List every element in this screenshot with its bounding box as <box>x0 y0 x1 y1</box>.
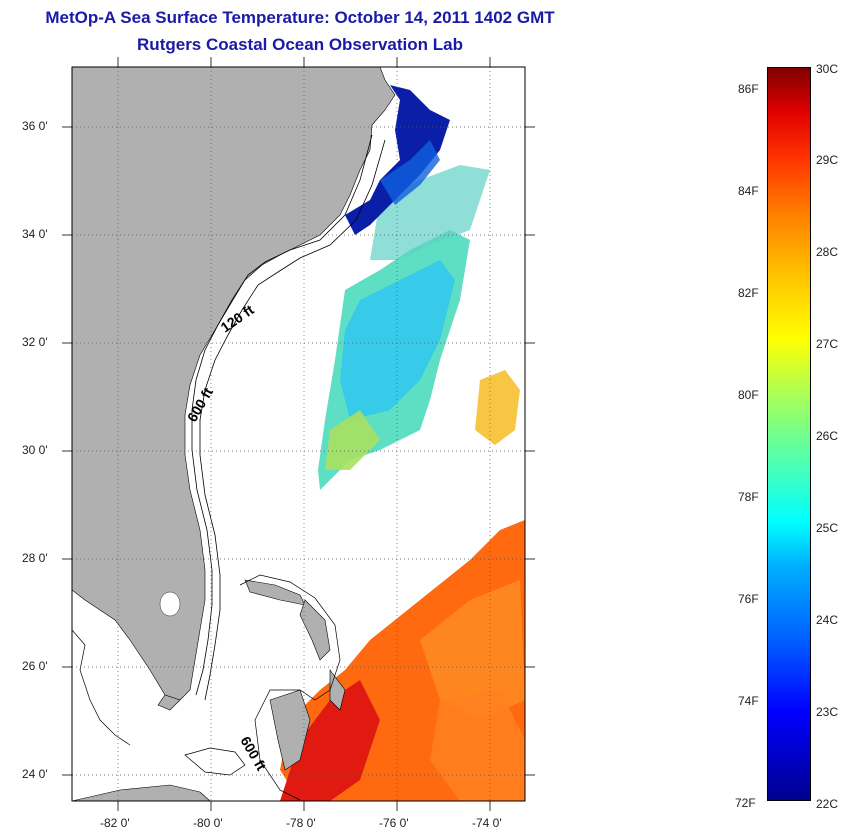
contour-120ft <box>191 134 373 696</box>
sst-warm-south-orange <box>420 580 525 720</box>
sst-cold-nc-shelf <box>345 85 450 235</box>
map-tick-marks <box>62 57 535 811</box>
colorbar-c-label: 27C <box>816 337 839 351</box>
colorbar-c-label: 29C <box>816 153 839 167</box>
colorbar-f-label: 72F <box>735 796 756 810</box>
colorbar-c-label: 24C <box>816 613 839 627</box>
colorbar-f-label: 76F <box>738 592 759 606</box>
sst-colorbar <box>767 67 811 801</box>
colorbar-f-label: 74F <box>738 694 759 708</box>
lon-label: -76 0' <box>379 816 409 830</box>
map-title: MetOp-A Sea Surface Temperature: October… <box>45 8 555 27</box>
lon-label: -80 0' <box>193 816 223 830</box>
colorbar-c-label: 26C <box>816 429 839 443</box>
colorbar-f-label: 84F <box>738 184 759 198</box>
land-bahamas-abaco <box>299 599 331 661</box>
colorbar-c-label: 23C <box>816 705 839 719</box>
lon-label: -78 0' <box>286 816 316 830</box>
colorbar-f-label: 86F <box>738 82 759 96</box>
sst-warm-south-red <box>280 680 380 801</box>
lake-okeechobee <box>159 591 181 617</box>
sst-warm-mid-orange <box>430 690 525 801</box>
contour-600ft <box>199 139 386 701</box>
sst-swath-central-cyan <box>340 260 455 420</box>
contour-bahamas-banks <box>239 574 341 801</box>
lat-label: 36 0' <box>22 119 48 133</box>
lon-label: -82 0' <box>100 816 130 830</box>
sst-north-band <box>370 165 490 260</box>
contour-florida-west <box>71 629 131 746</box>
map-subtitle: Rutgers Coastal Ocean Observation Lab <box>137 35 463 54</box>
sst-cold-nc-edge <box>380 140 440 205</box>
land-florida-tip <box>157 694 181 711</box>
colorbar-c-label: 30C <box>816 62 839 76</box>
colorbar-f-label: 80F <box>738 388 759 402</box>
contour-cuba-north <box>184 747 246 776</box>
colorbar-c-label: 28C <box>816 245 839 259</box>
land-southeast-us <box>71 66 396 701</box>
lat-label: 30 0' <box>22 443 48 457</box>
lat-label: 32 0' <box>22 335 48 349</box>
lon-label: -74 0' <box>472 816 502 830</box>
lat-label: 24 0' <box>22 767 48 781</box>
sst-swath-green-patches <box>325 410 380 470</box>
colorbar-c-label: 25C <box>816 521 839 535</box>
map-frame <box>71 66 526 802</box>
colorbar-f-label: 82F <box>738 286 759 300</box>
lat-label: 28 0' <box>22 551 48 565</box>
lat-label: 34 0' <box>22 227 48 241</box>
colorbar-c-label: 22C <box>816 797 839 811</box>
lat-label: 26 0' <box>22 659 48 673</box>
sst-east-yellow <box>475 370 520 445</box>
colorbar-f-label: 78F <box>738 490 759 504</box>
